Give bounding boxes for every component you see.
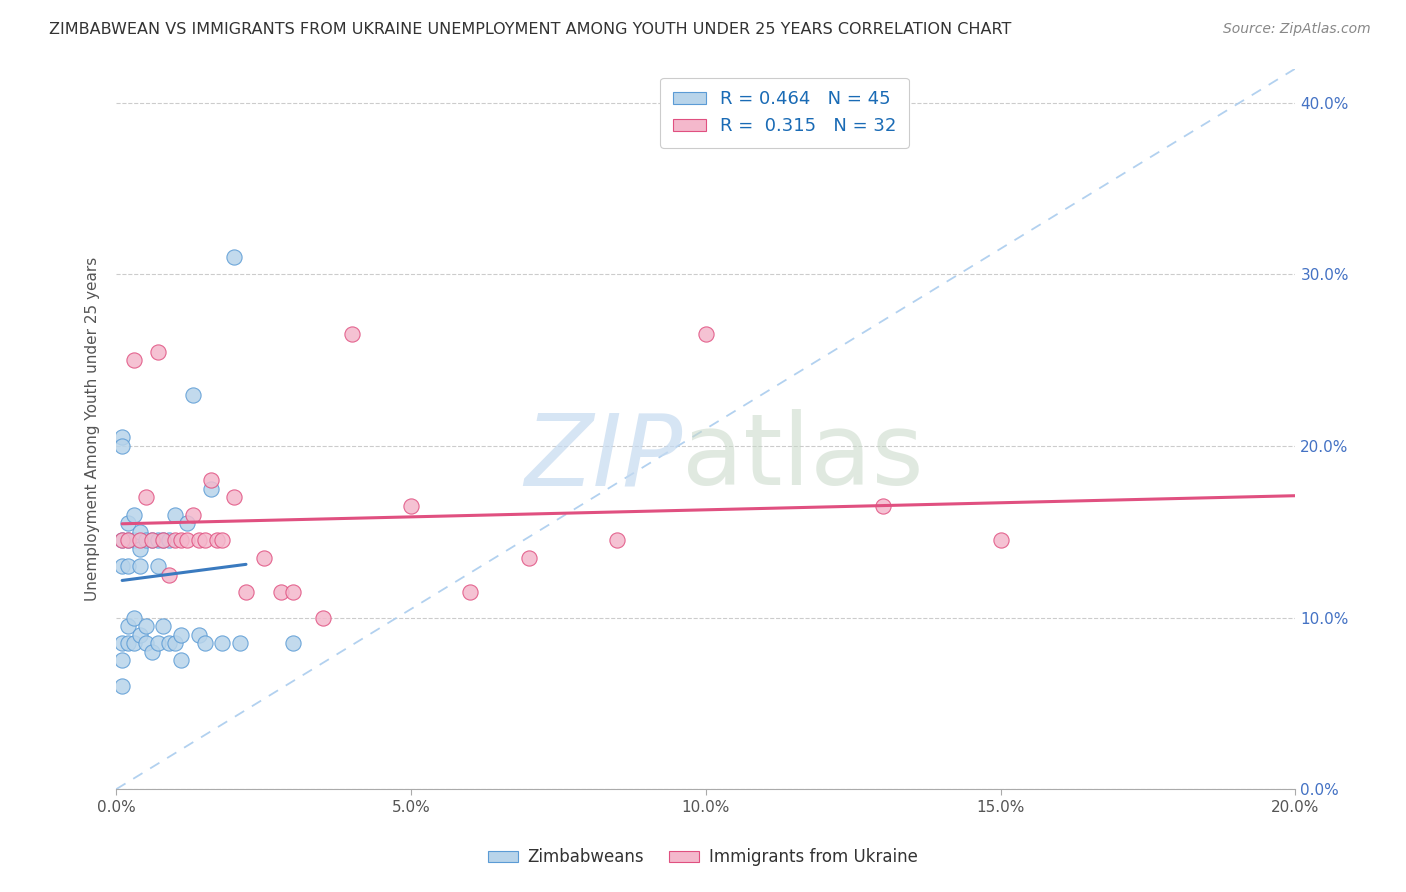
Point bbox=[157, 533, 180, 548]
Point bbox=[194, 636, 217, 650]
Point bbox=[224, 250, 246, 264]
Point bbox=[122, 353, 145, 368]
Point bbox=[399, 499, 422, 513]
Point bbox=[111, 430, 134, 444]
Point bbox=[872, 499, 894, 513]
Point bbox=[281, 584, 304, 599]
Point bbox=[135, 636, 157, 650]
Point bbox=[146, 559, 169, 574]
Point bbox=[122, 508, 145, 522]
Point bbox=[990, 533, 1012, 548]
Point bbox=[152, 533, 174, 548]
Point bbox=[187, 533, 209, 548]
Point bbox=[606, 533, 628, 548]
Legend: R = 0.464   N = 45, R =  0.315   N = 32: R = 0.464 N = 45, R = 0.315 N = 32 bbox=[661, 78, 910, 148]
Point bbox=[146, 636, 169, 650]
Point bbox=[117, 533, 139, 548]
Point bbox=[117, 636, 139, 650]
Text: Source: ZipAtlas.com: Source: ZipAtlas.com bbox=[1223, 22, 1371, 37]
Point bbox=[229, 636, 252, 650]
Point bbox=[111, 439, 134, 453]
Text: ZIP: ZIP bbox=[524, 409, 682, 506]
Point bbox=[200, 473, 222, 487]
Point bbox=[152, 533, 174, 548]
Point bbox=[111, 559, 134, 574]
Point bbox=[187, 628, 209, 642]
Point bbox=[181, 508, 204, 522]
Point bbox=[122, 636, 145, 650]
Point bbox=[152, 619, 174, 633]
Point bbox=[135, 533, 157, 548]
Point bbox=[270, 584, 292, 599]
Point bbox=[157, 567, 180, 582]
Point bbox=[176, 533, 198, 548]
Y-axis label: Unemployment Among Youth under 25 years: Unemployment Among Youth under 25 years bbox=[86, 257, 100, 601]
Point bbox=[117, 559, 139, 574]
Point bbox=[253, 550, 276, 565]
Point bbox=[128, 628, 150, 642]
Point bbox=[200, 482, 222, 496]
Point bbox=[517, 550, 540, 565]
Point bbox=[117, 516, 139, 531]
Point bbox=[128, 524, 150, 539]
Point bbox=[211, 533, 233, 548]
Point bbox=[111, 636, 134, 650]
Text: ZIMBABWEAN VS IMMIGRANTS FROM UKRAINE UNEMPLOYMENT AMONG YOUTH UNDER 25 YEARS CO: ZIMBABWEAN VS IMMIGRANTS FROM UKRAINE UN… bbox=[49, 22, 1011, 37]
Point bbox=[117, 619, 139, 633]
Point bbox=[122, 610, 145, 624]
Point bbox=[458, 584, 481, 599]
Point bbox=[311, 610, 333, 624]
Legend: Zimbabweans, Immigrants from Ukraine: Zimbabweans, Immigrants from Ukraine bbox=[481, 842, 925, 873]
Point bbox=[111, 679, 134, 693]
Point bbox=[128, 559, 150, 574]
Point bbox=[146, 533, 169, 548]
Point bbox=[211, 636, 233, 650]
Point bbox=[176, 516, 198, 531]
Point bbox=[165, 636, 187, 650]
Point bbox=[695, 327, 717, 342]
Point bbox=[135, 491, 157, 505]
Point bbox=[170, 628, 193, 642]
Point bbox=[111, 533, 134, 548]
Point bbox=[128, 533, 150, 548]
Point bbox=[205, 533, 228, 548]
Point bbox=[340, 327, 363, 342]
Point bbox=[170, 533, 193, 548]
Point bbox=[141, 645, 163, 659]
Point bbox=[194, 533, 217, 548]
Point bbox=[170, 653, 193, 667]
Point bbox=[128, 541, 150, 556]
Point bbox=[281, 636, 304, 650]
Point bbox=[146, 344, 169, 359]
Point bbox=[181, 387, 204, 401]
Point bbox=[157, 636, 180, 650]
Point bbox=[117, 533, 139, 548]
Point bbox=[224, 491, 246, 505]
Point bbox=[141, 533, 163, 548]
Point bbox=[122, 533, 145, 548]
Point bbox=[165, 508, 187, 522]
Point bbox=[141, 533, 163, 548]
Point bbox=[235, 584, 257, 599]
Text: atlas: atlas bbox=[682, 409, 924, 506]
Point bbox=[111, 533, 134, 548]
Point bbox=[111, 653, 134, 667]
Point bbox=[165, 533, 187, 548]
Point bbox=[135, 619, 157, 633]
